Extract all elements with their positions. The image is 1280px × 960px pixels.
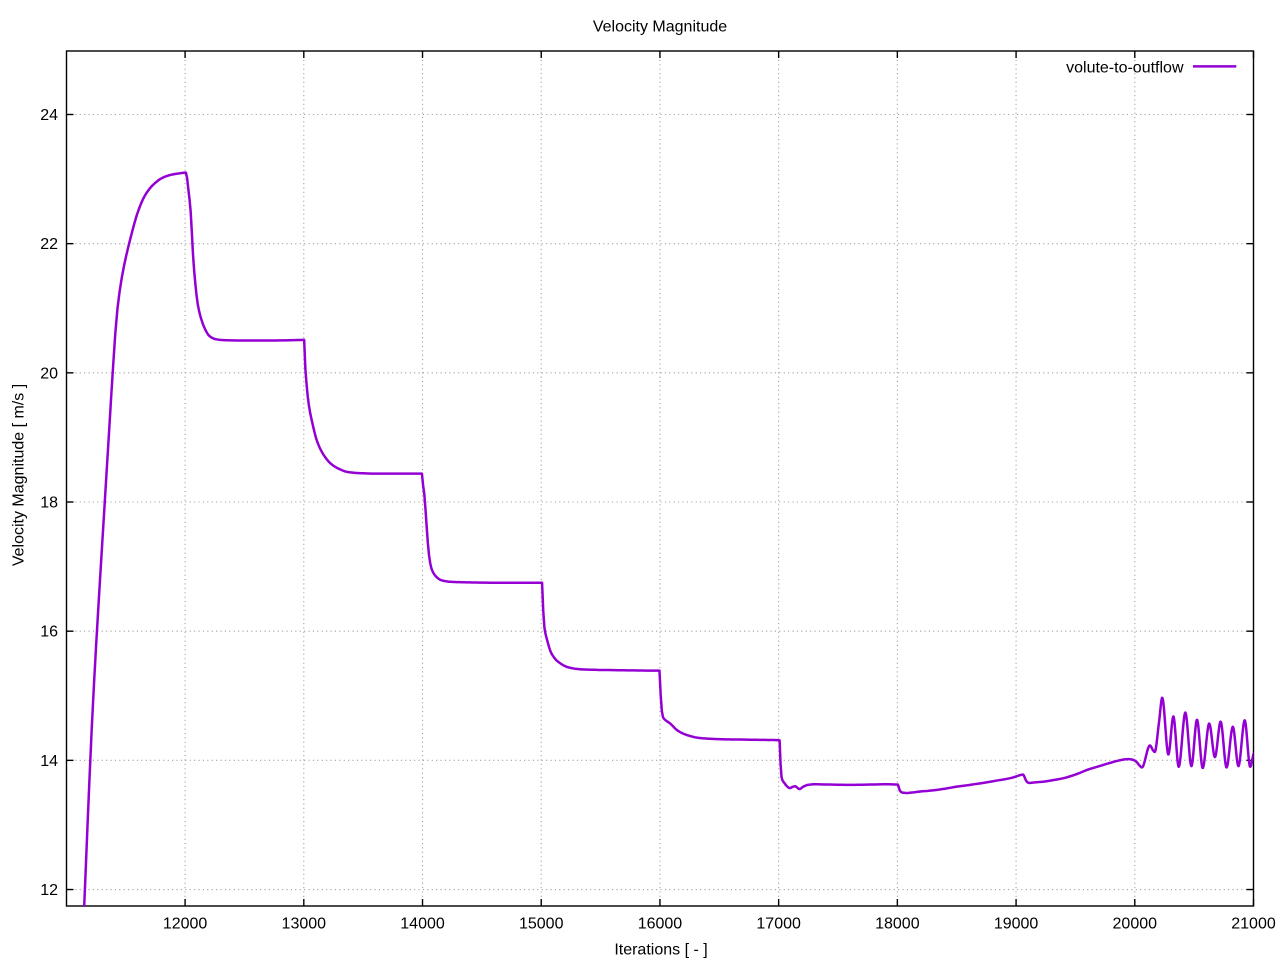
y-tick-label-20: 20 <box>40 365 58 382</box>
legend: volute-to-outflow <box>1066 60 1237 77</box>
x-tick-label-19000: 19000 <box>994 916 1039 933</box>
x-tick-label-16000: 16000 <box>638 916 683 933</box>
x-tick-label-21000: 21000 <box>1231 916 1276 933</box>
legend-label: volute-to-outflow <box>1066 60 1184 77</box>
x-tick-label-20000: 20000 <box>1113 916 1158 933</box>
series-line-volute-to-outflow <box>82 171 1254 906</box>
y-tick-labels: 12 14 16 18 20 22 24 <box>40 107 58 899</box>
y-tick-label-22: 22 <box>40 236 58 253</box>
chart-title: Velocity Magnitude <box>593 19 727 36</box>
x-tick-label-18000: 18000 <box>875 916 920 933</box>
x-tick-label-14000: 14000 <box>400 916 445 933</box>
x-tick-label-15000: 15000 <box>519 916 564 933</box>
y-tick-label-24: 24 <box>40 107 58 124</box>
x-tick-label-13000: 13000 <box>282 916 327 933</box>
y-tick-label-18: 18 <box>40 495 58 512</box>
y-tick-label-16: 16 <box>40 624 58 641</box>
y-tick-label-14: 14 <box>40 753 58 770</box>
x-tick-label-17000: 17000 <box>756 916 801 933</box>
x-tick-label-12000: 12000 <box>163 916 208 933</box>
x-tick-labels: 12000 13000 14000 15000 16000 17000 18000 19000… <box>163 916 1276 933</box>
y-axis-label: Velocity Magnitude [ m/s ] <box>11 384 28 566</box>
y-tick-label-12: 12 <box>40 882 58 899</box>
axis-ticks <box>66 51 1255 906</box>
x-axis-label: Iterations [ - ] <box>614 942 707 959</box>
